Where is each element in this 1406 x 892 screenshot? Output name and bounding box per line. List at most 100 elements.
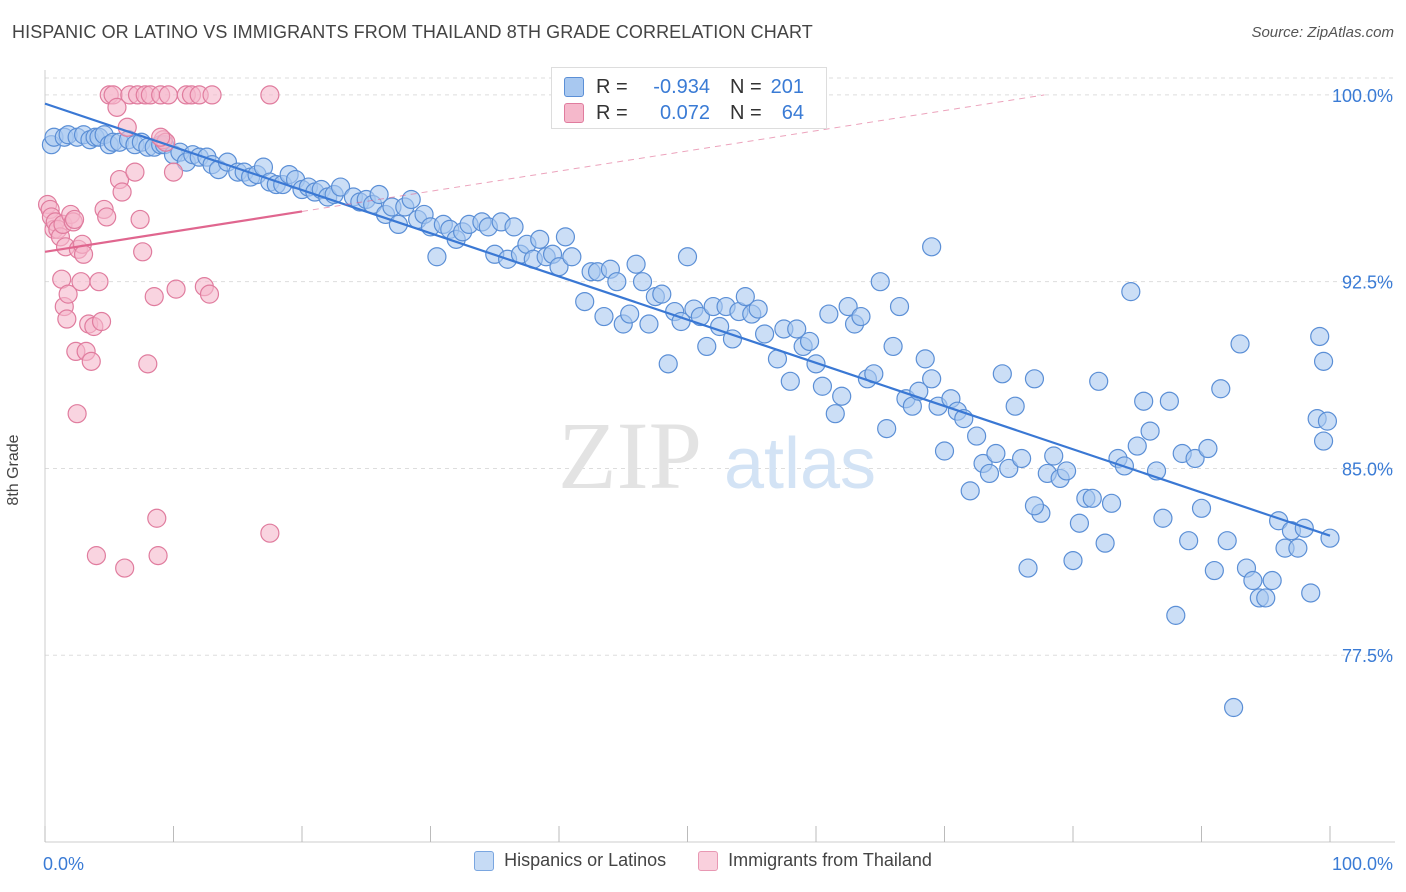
- hispanic-point: [780, 371, 800, 391]
- hispanic-point: [652, 284, 672, 304]
- hispanic-point: [1159, 391, 1179, 411]
- legend-item-thailand: Immigrants from Thailand: [698, 850, 932, 871]
- hispanic-point: [632, 272, 653, 292]
- chart-title: HISPANIC OR LATINO VS IMMIGRANTS FROM TH…: [12, 22, 813, 42]
- thailand-point: [133, 242, 153, 262]
- hispanic-point: [812, 376, 833, 396]
- hispanic-point: [530, 229, 550, 249]
- hispanic-point: [677, 247, 698, 267]
- thailand-point: [86, 546, 107, 566]
- hispanic-point: [979, 463, 1000, 484]
- hispanic-point: [504, 217, 524, 237]
- trend-lines: [44, 94, 1331, 537]
- thailand-point: [202, 85, 222, 105]
- hispanic-point: [960, 481, 980, 501]
- thailand-point: [57, 309, 77, 329]
- hispanic-point: [934, 441, 955, 461]
- x-tick-label: 0.0%: [43, 854, 84, 874]
- thailand-point: [166, 279, 186, 299]
- thailand-point: [112, 182, 132, 202]
- n-label: N =: [730, 101, 762, 124]
- tick-labels: 77.5% 85.0% 92.5% 100.0% 0.0% 100.0%: [43, 86, 1393, 874]
- hispanic-point: [1166, 605, 1186, 625]
- stats-row-hispanic: R = -0.934 N = 201: [564, 74, 804, 100]
- hispanic-point: [1313, 431, 1334, 451]
- hispanic-point: [1294, 518, 1314, 538]
- legend: Hispanics or Latinos Immigrants from Tha…: [0, 850, 1406, 871]
- hispanic-point: [1121, 282, 1141, 302]
- thailand-point: [148, 546, 168, 566]
- hispanic-point: [748, 299, 768, 319]
- legend-label: Immigrants from Thailand: [728, 850, 932, 870]
- watermark: ZIP atlas: [558, 402, 876, 509]
- hispanic-point: [1317, 411, 1338, 431]
- legend-swatch-blue: [474, 850, 495, 871]
- hispanic-point: [1179, 531, 1199, 551]
- hispanic-point: [1063, 550, 1083, 571]
- r-value: 0.072: [659, 101, 710, 124]
- hispanic-point: [1056, 461, 1077, 481]
- hispanic-point: [1069, 513, 1090, 533]
- hispanic-point: [1082, 488, 1102, 508]
- thailand-point: [107, 97, 127, 117]
- hispanic-point: [1095, 533, 1115, 553]
- hispanic-point: [877, 419, 897, 439]
- hispanic-point: [697, 336, 717, 357]
- thailand-point: [163, 162, 184, 182]
- hispanic-point: [1256, 588, 1276, 608]
- hispanic-point: [401, 189, 421, 210]
- hispanic-point: [992, 364, 1012, 384]
- thailand-point: [130, 209, 150, 230]
- hispanic-point: [889, 296, 910, 317]
- thailand-trend-extension: [301, 94, 1045, 212]
- hispanic-point: [1224, 697, 1244, 718]
- thailand-point: [115, 558, 135, 578]
- hispanic-point: [787, 319, 807, 339]
- hispanic-point: [838, 296, 858, 317]
- y-tick-label: 85.0%: [1342, 459, 1393, 479]
- hispanic-point: [555, 227, 576, 247]
- n-value: 201: [770, 75, 804, 98]
- hispanic-point: [330, 177, 351, 197]
- thailand-point: [89, 272, 109, 292]
- hispanic-point: [1127, 436, 1147, 456]
- stats-swatch-blue: [564, 77, 584, 97]
- hispanic-point: [1310, 326, 1330, 347]
- hispanic-point: [1044, 446, 1064, 466]
- hispanic-point: [883, 336, 903, 357]
- hispanic-point: [1211, 379, 1231, 399]
- watermark-zip: ZIP: [558, 402, 702, 509]
- stats-row-thailand: R = 0.072 N = 64: [564, 100, 804, 126]
- hispanic-point: [799, 331, 820, 352]
- hispanic-point: [1191, 498, 1212, 518]
- source-credit: Source: ZipAtlas.com: [1251, 24, 1394, 41]
- hispanic-point: [1153, 508, 1173, 528]
- thailand-point: [58, 284, 78, 304]
- hispanic-point: [1217, 531, 1237, 551]
- hispanic-point: [922, 237, 942, 257]
- r-value: -0.934: [653, 75, 710, 98]
- hispanic-point: [1089, 371, 1109, 391]
- y-tick-label: 100.0%: [1332, 86, 1393, 106]
- thailand-point: [67, 404, 87, 424]
- hispanic-point: [1134, 391, 1154, 411]
- hispanic-point: [1301, 583, 1321, 603]
- hispanic-point: [562, 247, 582, 267]
- hispanic-point: [922, 369, 942, 389]
- hispanic-point: [1262, 570, 1282, 591]
- thailand-point: [91, 311, 112, 332]
- hispanic-point: [1243, 570, 1263, 591]
- stats-swatch-pink: [564, 103, 584, 123]
- hispanic-point: [1198, 438, 1218, 459]
- hispanic-point: [870, 272, 890, 292]
- hispanic-trend-line: [44, 102, 1331, 537]
- r-label: R =: [596, 101, 628, 124]
- hispanic-point: [626, 254, 646, 274]
- hispanic-point: [658, 354, 678, 374]
- hispanic-point: [1140, 421, 1160, 441]
- legend-swatch-pink: [698, 850, 719, 871]
- thailand-point: [260, 85, 280, 105]
- hispanic-point: [1185, 448, 1205, 469]
- thailand-point: [73, 244, 94, 264]
